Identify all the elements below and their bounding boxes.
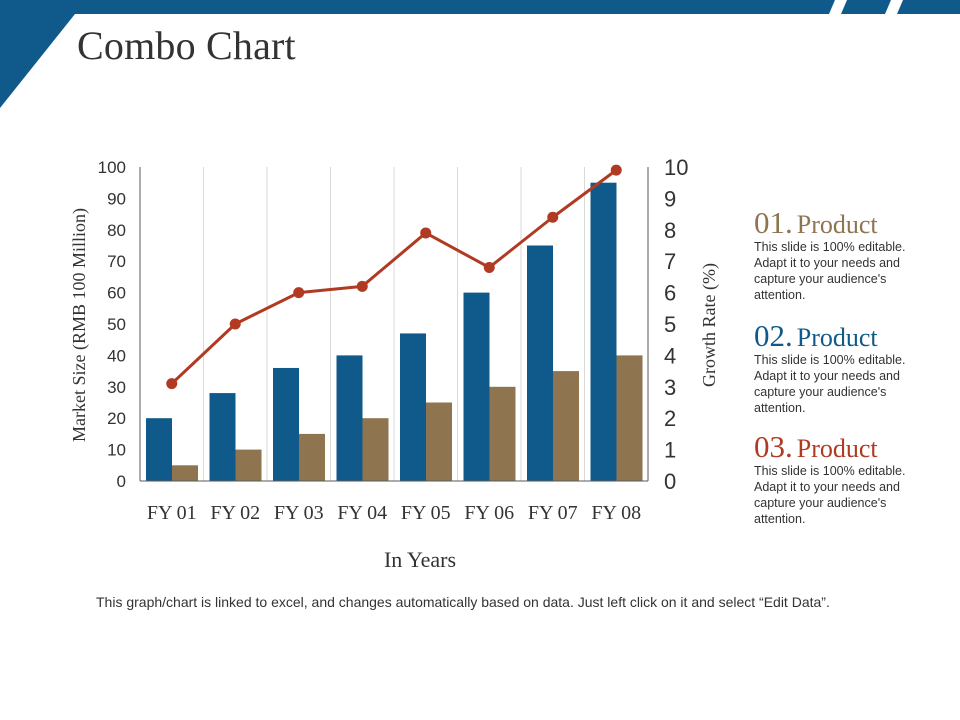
- chart-axes: [139, 167, 649, 482]
- x-tick-label: FY 03: [274, 502, 324, 524]
- growth-point-fy-01: [166, 378, 178, 390]
- y-tick-label: 100: [98, 158, 126, 177]
- bar-1-fy-05: [400, 333, 426, 481]
- bar-2-fy-05: [426, 402, 452, 481]
- y2-tick-label: 8: [664, 218, 676, 243]
- bar-2-fy-01: [172, 465, 198, 481]
- bar-1-fy-03: [273, 367, 299, 481]
- bar-1-fy-07: [527, 245, 553, 481]
- y-tick-label: 90: [107, 189, 126, 208]
- legend-2-number: 02.: [754, 318, 793, 353]
- legend-3-number: 03.: [754, 429, 793, 464]
- chart-tick-labels: 0 10 20 30 40 50 60 70 80 90 100 0 1 2 3 4 5 6 7 8 9 10 FY 01 F…: [98, 155, 689, 524]
- y-tick-label: 50: [107, 315, 126, 334]
- legend-item-1: 01. Product This slide is 100% editable.…: [754, 207, 954, 303]
- x-tick-label: FY 02: [210, 502, 260, 524]
- bar-1-fy-01: [146, 418, 172, 481]
- growth-point-fy-02: [229, 318, 241, 330]
- legend-2-description: This slide is 100% editable. Adapt it to…: [754, 353, 906, 415]
- chart-y-axis-label: Market Size (RMB 100 Million): [69, 208, 90, 442]
- y2-tick-label: 7: [664, 249, 676, 274]
- chart-growth-line: [166, 164, 622, 390]
- bar-2-fy-03: [299, 433, 325, 481]
- chart-footnote: This graph/chart is linked to excel, and…: [96, 594, 830, 610]
- growth-point-fy-06: [483, 261, 495, 273]
- bar-2-fy-08: [616, 355, 643, 481]
- y2-tick-label: 9: [664, 186, 676, 211]
- legend-1-number: 01.: [754, 205, 793, 240]
- y-tick-label: 0: [117, 472, 126, 491]
- x-tick-label: FY 01: [147, 502, 197, 524]
- y-tick-label: 80: [107, 221, 126, 240]
- legend-3-label: Product: [796, 434, 878, 463]
- header-decoration: [0, 0, 960, 108]
- bar-1-fy-08: [590, 182, 617, 481]
- bar-1-fy-04: [336, 355, 363, 481]
- header-stripe-1: [841, 0, 891, 14]
- x-tick-label: FY 04: [337, 502, 387, 524]
- y-tick-label: 60: [107, 284, 126, 303]
- x-tick-label: FY 08: [591, 502, 641, 524]
- y2-tick-label: 0: [664, 469, 676, 494]
- bar-2-fy-06: [489, 386, 516, 481]
- growth-point-fy-05: [420, 227, 432, 239]
- bar-2-fy-07: [553, 371, 579, 481]
- bar-1-fy-06: [463, 292, 490, 481]
- y-tick-label: 70: [107, 252, 126, 271]
- legend-2-label: Product: [796, 323, 878, 352]
- legend-1-description: This slide is 100% editable. Adapt it to…: [754, 240, 906, 302]
- chart-y2-axis-label: Growth Rate (%): [699, 263, 720, 387]
- x-tick-label: FY 07: [528, 502, 578, 524]
- y2-tick-label: 3: [664, 375, 676, 400]
- slide-title: Combo Chart: [77, 23, 296, 68]
- x-tick-label: FY 05: [401, 502, 451, 524]
- growth-point-fy-03: [293, 287, 305, 299]
- chart-x-axis-label: In Years: [384, 547, 456, 572]
- growth-point-fy-04: [356, 280, 368, 292]
- bar-2-fy-02: [235, 449, 262, 481]
- y2-tick-label: 1: [664, 438, 676, 463]
- y2-tick-label: 10: [664, 155, 688, 180]
- chart-grid: [203, 167, 585, 481]
- header-corner-triangle: [0, 0, 75, 108]
- y-tick-label: 20: [107, 409, 126, 428]
- x-tick-label: FY 06: [464, 502, 514, 524]
- header-top-band: [0, 0, 835, 14]
- bar-1-fy-02: [209, 393, 236, 481]
- growth-rate-line: [170, 168, 618, 385]
- bar-2-fy-04: [362, 418, 389, 481]
- legend-1-label: Product: [796, 210, 878, 239]
- y2-tick-label: 4: [664, 343, 676, 368]
- legend-item-2: 02. Product This slide is 100% editable.…: [754, 320, 954, 416]
- legend-3-description: This slide is 100% editable. Adapt it to…: [754, 464, 906, 526]
- y2-tick-label: 2: [664, 406, 676, 431]
- growth-point-fy-07: [547, 211, 559, 223]
- chart-bars: [146, 182, 643, 481]
- header-stripe-2: [897, 0, 960, 14]
- y-tick-label: 40: [107, 346, 126, 365]
- growth-point-fy-08: [610, 164, 622, 176]
- y2-tick-label: 5: [664, 312, 676, 337]
- y-tick-label: 30: [107, 378, 126, 397]
- y2-tick-label: 6: [664, 281, 676, 306]
- legend-item-3: 03. Product This slide is 100% editable.…: [754, 431, 954, 527]
- y-tick-label: 10: [107, 441, 126, 460]
